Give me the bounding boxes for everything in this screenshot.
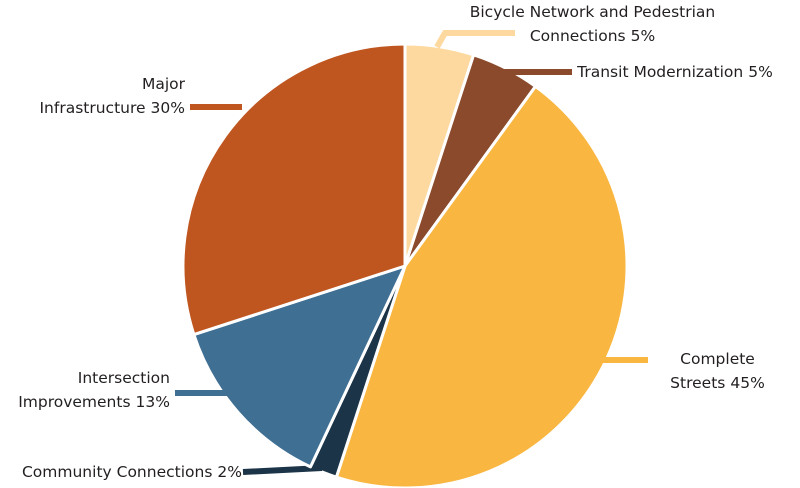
value-label: 30% (150, 99, 185, 117)
slice-label: Intersection Improvements 13% (0, 366, 170, 414)
leader-line (434, 30, 515, 49)
category-name: Intersection Improvements (18, 369, 170, 411)
category-name: Transit Modernization (577, 63, 744, 81)
value-label: 13% (135, 393, 170, 411)
value-label: 5% (630, 27, 656, 45)
pie-slice (181, 42, 407, 337)
category-name: Complete Streets (670, 350, 755, 392)
slice-label: Bicycle Network and Pedestrian Connectio… (440, 0, 745, 48)
pie-slice (334, 84, 629, 488)
value-label: 5% (748, 63, 773, 81)
category-name: Major Infrastructure (39, 75, 185, 117)
value-label: 45% (730, 374, 765, 392)
pie-slice (192, 264, 407, 469)
slice-label: Complete Streets 45% (645, 347, 790, 395)
slice-label: Community Connections 2% (0, 460, 242, 484)
category-name: Bicycle Network and Pedestrian Connectio… (469, 3, 716, 45)
category-name: Community Connections (21, 463, 213, 481)
leader-line (242, 465, 323, 475)
value-label: 2% (217, 463, 242, 481)
slice-label: Major Infrastructure 30% (10, 72, 185, 120)
slice-label: Transit Modernization 5% (575, 60, 775, 84)
